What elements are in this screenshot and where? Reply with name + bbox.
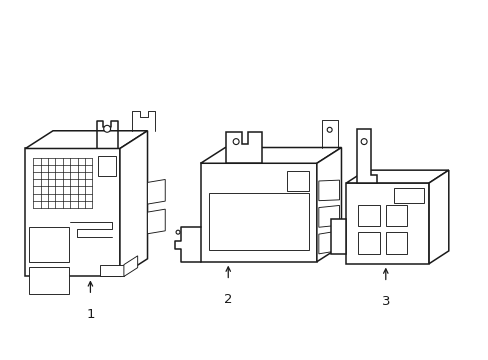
Polygon shape <box>147 209 165 234</box>
Text: 3: 3 <box>381 295 389 308</box>
Circle shape <box>233 139 239 145</box>
Polygon shape <box>358 204 379 226</box>
Polygon shape <box>385 232 407 254</box>
Polygon shape <box>358 232 379 254</box>
Circle shape <box>176 230 180 234</box>
Circle shape <box>103 125 110 132</box>
Polygon shape <box>25 131 147 148</box>
Polygon shape <box>346 183 428 264</box>
Circle shape <box>326 127 331 132</box>
Polygon shape <box>208 193 308 250</box>
Polygon shape <box>287 171 308 191</box>
Polygon shape <box>385 204 407 226</box>
Polygon shape <box>226 132 261 163</box>
Polygon shape <box>346 170 448 183</box>
Text: 1: 1 <box>86 308 95 321</box>
Polygon shape <box>98 156 116 176</box>
Polygon shape <box>318 206 339 227</box>
Polygon shape <box>100 265 123 276</box>
Polygon shape <box>357 129 376 183</box>
Polygon shape <box>123 256 138 276</box>
Polygon shape <box>29 267 69 294</box>
Polygon shape <box>120 131 147 276</box>
Polygon shape <box>316 148 341 262</box>
Polygon shape <box>25 148 120 276</box>
Polygon shape <box>318 180 339 201</box>
Polygon shape <box>393 188 423 203</box>
Polygon shape <box>147 180 165 204</box>
Circle shape <box>361 139 366 145</box>
Text: 2: 2 <box>224 293 232 306</box>
Polygon shape <box>29 227 69 262</box>
Polygon shape <box>330 219 346 254</box>
Polygon shape <box>318 231 339 254</box>
Polygon shape <box>200 148 341 163</box>
Polygon shape <box>200 163 316 262</box>
Polygon shape <box>428 170 448 264</box>
